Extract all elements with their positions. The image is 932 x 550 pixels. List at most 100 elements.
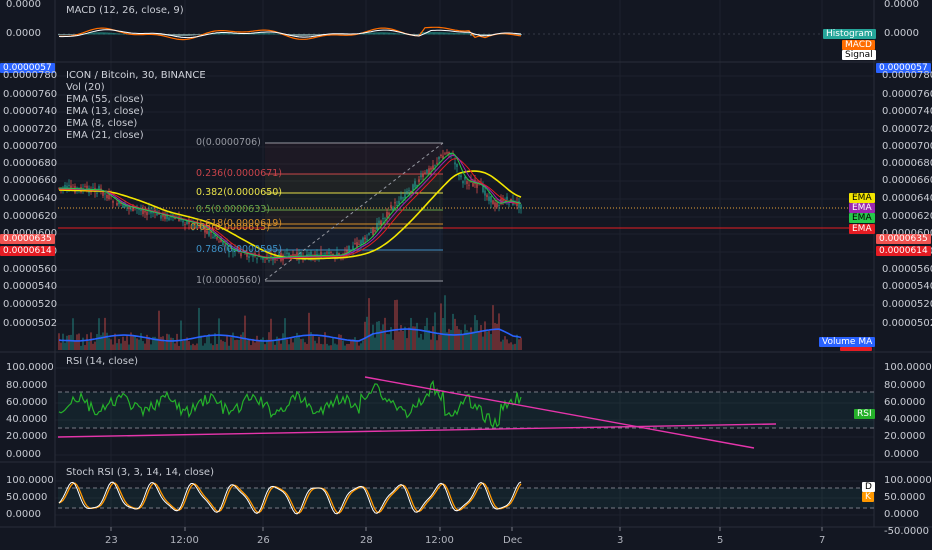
histogram-bar xyxy=(342,34,344,35)
volume-bar xyxy=(114,333,116,350)
price-tick-left: 0.0000560 xyxy=(3,264,58,275)
volume-bar xyxy=(198,307,200,350)
candle-body xyxy=(214,234,216,238)
histogram-bar xyxy=(116,33,118,35)
candle-body xyxy=(122,202,124,209)
histogram-bar xyxy=(396,33,398,35)
volume-bar xyxy=(274,344,276,350)
ema-tag-purple: EMA xyxy=(849,203,875,213)
volume-bar xyxy=(464,324,466,350)
fibonacci-retracement[interactable] xyxy=(265,142,443,282)
study-ema-13[interactable]: EMA (13, close) xyxy=(66,106,144,117)
volume-bar xyxy=(120,343,122,350)
volume-bar xyxy=(460,329,462,350)
volume-bar xyxy=(244,315,246,350)
histogram-bar xyxy=(450,32,452,35)
study-ema-21[interactable]: EMA (21, close) xyxy=(66,130,144,141)
candle-body xyxy=(352,245,354,250)
volume-bar xyxy=(200,335,202,350)
time-label: 7 xyxy=(819,535,826,546)
volume-bar xyxy=(146,334,148,350)
histogram-bar xyxy=(178,34,180,37)
volume-bar xyxy=(322,344,324,350)
histogram-bar xyxy=(380,32,382,35)
candle-body xyxy=(430,167,432,170)
stoch-title[interactable]: Stoch RSI (3, 3, 14, 14, close) xyxy=(66,467,214,478)
volume-bar xyxy=(132,335,134,350)
volume-bar xyxy=(254,342,256,350)
volume-bar xyxy=(172,337,174,350)
histogram-bar xyxy=(428,32,430,35)
rsi-line xyxy=(58,379,522,429)
rsi-title[interactable]: RSI (14, close) xyxy=(66,356,139,367)
volume-bar xyxy=(448,328,450,350)
histogram-bar xyxy=(486,34,488,36)
histogram-bar xyxy=(190,34,192,36)
ema-tag-yellow: EMA xyxy=(849,193,875,203)
volume-bar xyxy=(226,336,228,350)
candle-body xyxy=(98,186,100,191)
histogram-bar xyxy=(220,32,222,35)
histogram-bar xyxy=(304,34,306,37)
volume-bar xyxy=(296,332,298,350)
volume-bar xyxy=(204,343,206,350)
volume-bar xyxy=(110,339,112,350)
candle-body xyxy=(414,181,416,188)
candle-body xyxy=(370,231,372,233)
volume-bar xyxy=(282,333,284,350)
study-ema-8[interactable]: EMA (8, close) xyxy=(66,118,138,129)
histogram-bar xyxy=(398,33,400,35)
volume-ma-tag: Volume MA xyxy=(819,337,876,347)
macd-title[interactable]: MACD (12, 26, close, 9) xyxy=(66,5,184,16)
fib-band xyxy=(265,174,443,193)
volume-bar xyxy=(90,332,92,350)
volume-bar xyxy=(232,332,234,350)
volume-bar xyxy=(324,332,326,350)
histogram-bar xyxy=(66,34,68,36)
symbol-title[interactable]: ICON / Bitcoin, 30, BINANCE xyxy=(66,70,206,81)
volume-bar xyxy=(102,332,104,350)
histogram-bar xyxy=(366,33,368,35)
volume-bar xyxy=(478,331,480,350)
histogram-bar xyxy=(232,33,234,35)
volume-bar xyxy=(224,341,226,350)
macd-line xyxy=(58,26,522,41)
histogram-bar xyxy=(306,34,308,36)
study-vol[interactable]: Vol (20) xyxy=(66,82,105,93)
price-tick-right: 0.0000600 xyxy=(882,228,932,240)
rsi-upper-trendline[interactable] xyxy=(364,376,755,449)
histogram-bar xyxy=(96,32,98,35)
candle-body xyxy=(372,229,374,235)
volume-bar xyxy=(72,318,74,350)
candle-body xyxy=(382,218,384,220)
stoch-tick-right: -50.0000 xyxy=(884,526,929,537)
rsi-tick-left: 60.0000 xyxy=(6,397,48,408)
histogram-bar xyxy=(192,34,194,36)
rsi-lower-trendline[interactable] xyxy=(57,423,777,438)
candle-body xyxy=(332,253,334,256)
volume-bar xyxy=(336,344,338,350)
volume-bar xyxy=(260,339,262,350)
volume-bar xyxy=(104,317,106,350)
histogram-bar xyxy=(460,33,462,35)
candle-body xyxy=(466,181,468,184)
candle-body xyxy=(464,176,466,180)
volume-bar xyxy=(148,337,150,350)
ema-8-line xyxy=(58,152,522,259)
fib-level-label: 0(0.0000706) xyxy=(196,137,261,148)
volume-bar xyxy=(320,343,322,350)
candle-body xyxy=(376,222,378,231)
volume-bar xyxy=(76,334,78,350)
histogram-bar xyxy=(158,34,160,35)
histogram-bar xyxy=(434,31,436,35)
volume-bar xyxy=(300,339,302,350)
macd-pane xyxy=(58,26,874,41)
volume-bar xyxy=(196,343,198,350)
time-label: 28 xyxy=(360,535,373,546)
volume-bar xyxy=(306,343,308,350)
candle-body xyxy=(300,252,302,258)
volume-bar xyxy=(348,343,350,350)
volume-bar xyxy=(394,300,396,350)
study-ema-55[interactable]: EMA (55, close) xyxy=(66,94,144,105)
